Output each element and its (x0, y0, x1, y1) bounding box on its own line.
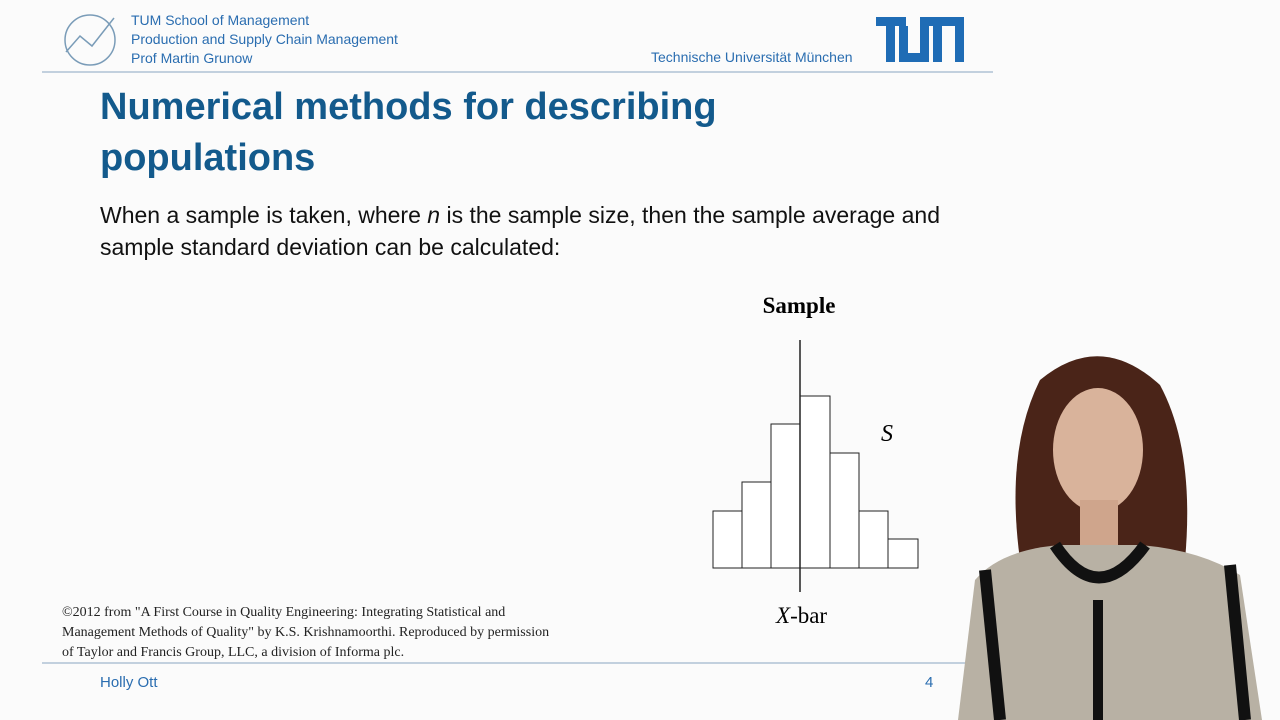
school-logo (64, 14, 116, 66)
header-line: TUM School of Management (131, 12, 310, 28)
header-line: Prof Martin Grunow (131, 50, 253, 66)
body-variable: n (427, 202, 441, 228)
header-line: Production and Supply Chain Management (131, 31, 398, 47)
figure-title: Sample (762, 293, 836, 318)
body-text: When a sample is taken, where (100, 202, 428, 228)
header-block: TUM School of Management Production and … (131, 11, 398, 68)
histogram (712, 340, 919, 592)
tum-logo (876, 17, 964, 62)
credit-note: ©2012 from "A First Course in Quality En… (62, 605, 550, 660)
body-text: is the sample size, then the sample aver… (100, 202, 940, 260)
presenter-video (958, 356, 1262, 720)
mean-suffix: -bar (790, 603, 828, 628)
slide-title: Numerical methods for describing populat… (100, 86, 717, 179)
std-label: S (881, 421, 893, 447)
university-name: Technische Universität München (651, 49, 853, 65)
page-number: 4 (925, 674, 934, 691)
mean-label: X-bar (776, 603, 827, 629)
presenter-name: Holly Ott (100, 674, 158, 691)
mean-symbol: X (776, 603, 791, 628)
slide-body: When a sample is taken, where n is the s… (100, 199, 940, 263)
